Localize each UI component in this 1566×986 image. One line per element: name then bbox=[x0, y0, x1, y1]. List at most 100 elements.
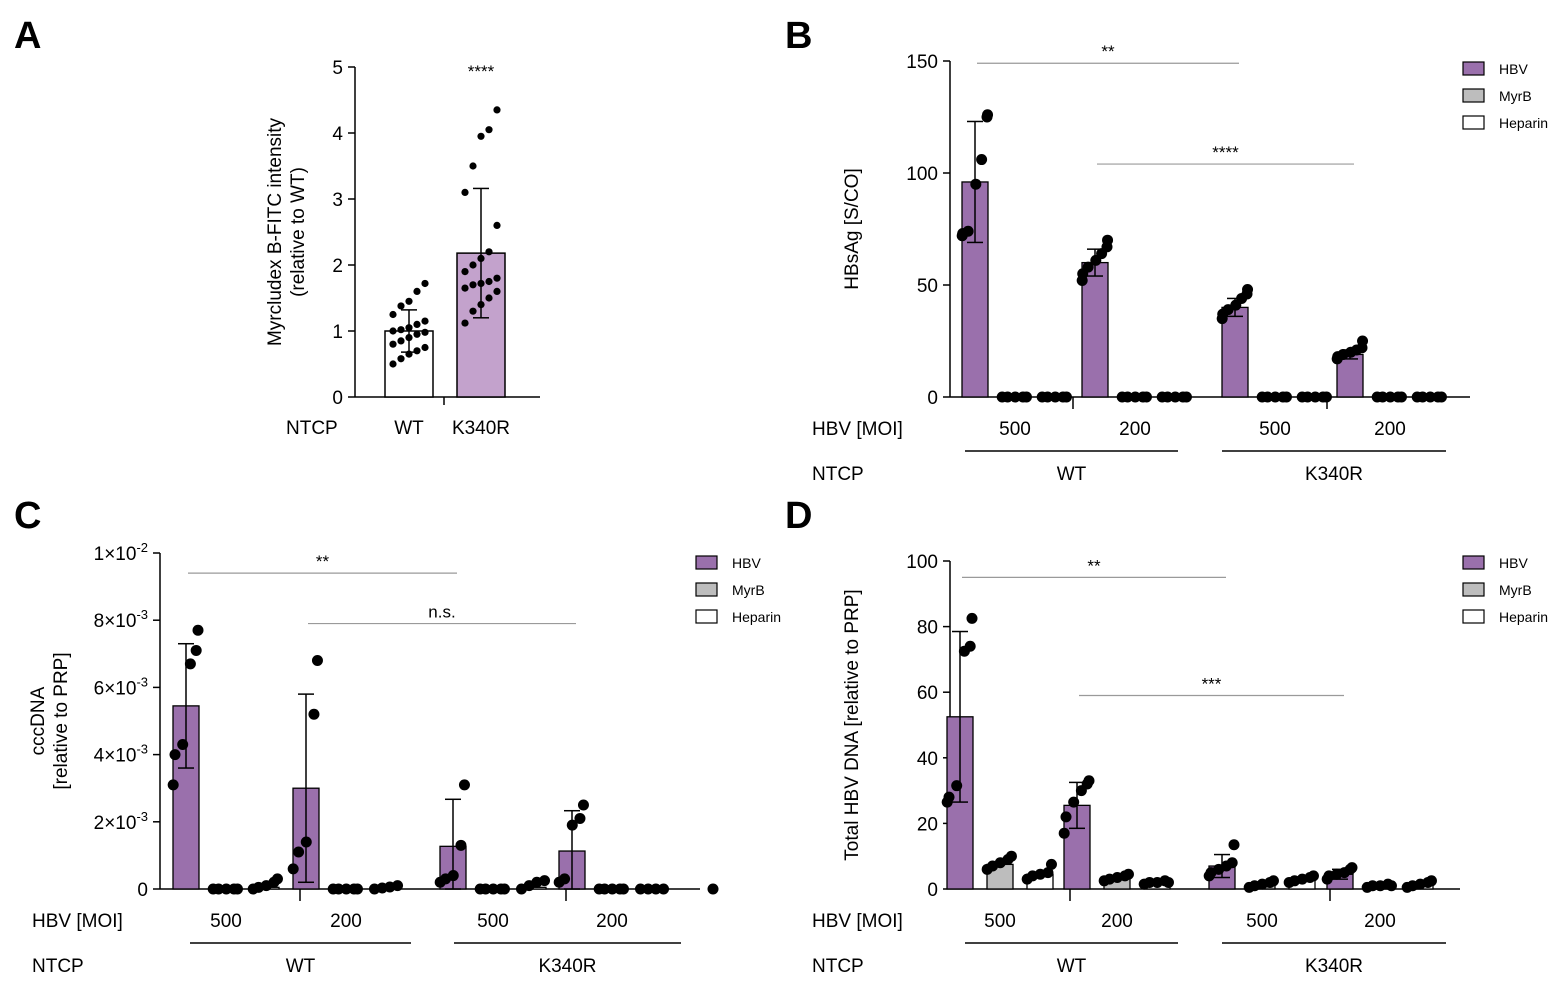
panel-d-point bbox=[1162, 876, 1174, 888]
panel-a-point bbox=[405, 350, 413, 358]
panel-letter-a: A bbox=[14, 15, 41, 57]
panel-c-y-tick-label: 6×10-3 bbox=[94, 674, 148, 699]
panel-d-y-tick-label: 40 bbox=[917, 749, 938, 770]
panel-a-point bbox=[397, 337, 405, 345]
panel-a-point bbox=[461, 284, 469, 292]
panel-letter-c: C bbox=[14, 495, 41, 537]
panel-c-point bbox=[498, 883, 510, 895]
panel-c-moi-row-label: HBV [MOI] bbox=[32, 911, 123, 932]
panel-d-moi-label: 500 bbox=[984, 911, 1016, 932]
panel-c-y-axis-title: cccDNA [relative to PRP] bbox=[28, 652, 72, 789]
panel-d-point bbox=[1367, 880, 1379, 892]
panel-b-point bbox=[1042, 391, 1054, 403]
panel-b-legend-swatch-hbv bbox=[1462, 61, 1485, 76]
panel-b-point bbox=[1060, 391, 1072, 403]
panel-a-point bbox=[485, 126, 493, 134]
panel-d-point bbox=[1425, 875, 1437, 887]
panel-c-point bbox=[177, 739, 189, 751]
panel-d-point bbox=[1083, 775, 1095, 787]
panel-c-ntcp-group-label: K340R bbox=[538, 956, 596, 977]
panel-b-point bbox=[1302, 391, 1314, 403]
panel-c-point bbox=[231, 883, 243, 895]
panel-c-point bbox=[617, 883, 629, 895]
panel-a-point bbox=[485, 294, 493, 302]
panel-c-moi-label: 500 bbox=[210, 911, 242, 932]
panel-d-point bbox=[1045, 858, 1057, 870]
panel-a-point bbox=[413, 320, 421, 328]
panel-b-moi-row-label: HBV [MOI] bbox=[812, 419, 903, 440]
panel-b-bar-hbv bbox=[1081, 261, 1109, 398]
panel-d-point bbox=[1346, 862, 1358, 874]
panel-c-point bbox=[539, 875, 551, 887]
panel-c-point bbox=[351, 883, 363, 895]
panel-d-y-axis-title: Total HBV DNA [relative to PRP] bbox=[842, 589, 863, 860]
panel-b-point bbox=[1320, 391, 1332, 403]
panel-b-point bbox=[1262, 391, 1274, 403]
panel-d-point bbox=[1228, 839, 1240, 851]
panel-d-point bbox=[1060, 811, 1072, 823]
panel-c: 0 2×10-3 4×10-3 6×10-3 8×10-3 1×10-2 cccDNA [re… bbox=[28, 540, 781, 977]
panel-c-point bbox=[606, 883, 618, 895]
panel-c-legend-label: Heparin bbox=[732, 609, 781, 625]
panel-d-legend-label: MyrB bbox=[1499, 582, 1532, 598]
panel-b-ntcp-row-label: NTCP bbox=[812, 464, 864, 485]
panel-d-significance-label: *** bbox=[1202, 674, 1222, 693]
panel-a-y-tick-label: 4 bbox=[332, 124, 343, 145]
panel-b-point bbox=[1357, 335, 1369, 347]
panel-c-point bbox=[287, 863, 299, 875]
panel-a-y-axis-title: Myrcludex B-FITC intensity (relative to W… bbox=[265, 117, 309, 346]
panel-d-significance-label: ** bbox=[1087, 556, 1101, 575]
panel-b-point bbox=[962, 225, 974, 237]
panel-d-ntcp-group-label: WT bbox=[1057, 956, 1087, 977]
panel-d-moi-label: 500 bbox=[1246, 911, 1278, 932]
panel-b-moi-label: 200 bbox=[1374, 419, 1406, 440]
panel-a-y-tick-label: 3 bbox=[332, 190, 343, 211]
panel-b-point bbox=[1384, 391, 1396, 403]
panel-d-moi-label: 200 bbox=[1101, 911, 1133, 932]
panel-a-point bbox=[397, 326, 405, 334]
panel-b-legend-swatch-heparin bbox=[1462, 115, 1485, 130]
panel-b-point bbox=[1280, 391, 1292, 403]
panel-b-point bbox=[1395, 391, 1407, 403]
panel-a-point bbox=[461, 319, 469, 327]
panel-a-point bbox=[469, 261, 477, 269]
panel-c-point bbox=[458, 779, 470, 791]
panel-d-point bbox=[1068, 796, 1080, 808]
panel-c-point bbox=[333, 883, 345, 895]
panel-a-y-tick-label: 1 bbox=[332, 322, 343, 343]
panel-b-point bbox=[1049, 391, 1061, 403]
panel-a-point bbox=[389, 327, 397, 335]
panel-c-legend-label: HBV bbox=[732, 555, 761, 571]
panel-a-point bbox=[421, 343, 429, 352]
panel-c-point bbox=[658, 883, 670, 895]
panel-a-point bbox=[461, 188, 469, 196]
panel-b-y-tick-label: 50 bbox=[917, 276, 938, 297]
panel-b-moi-label: 200 bbox=[1119, 419, 1151, 440]
panel-c-point bbox=[184, 658, 196, 670]
panel-d-point bbox=[1385, 880, 1397, 892]
panel-b-point bbox=[982, 109, 994, 121]
panel-d-ntcp-row-label: NTCP bbox=[812, 956, 864, 977]
panel-d-point bbox=[1267, 875, 1279, 887]
panel-b-y-tick-label: 150 bbox=[906, 52, 938, 73]
panel-c-point bbox=[300, 836, 312, 848]
panel-b-point bbox=[1269, 391, 1281, 403]
panel-d-point bbox=[1122, 868, 1134, 880]
panel-b-point bbox=[1002, 391, 1014, 403]
panel-b-moi-label: 500 bbox=[999, 419, 1031, 440]
panel-c-point bbox=[634, 883, 646, 895]
panel-a-point bbox=[413, 287, 421, 295]
panel-b-point bbox=[1122, 391, 1134, 403]
panel-b-point bbox=[1435, 391, 1447, 403]
panel-a: 0 1 2 3 4 5 Myrcludex B-FITC intensity (relativ… bbox=[265, 58, 540, 439]
panel-b-point bbox=[1020, 391, 1032, 403]
panel-b-point bbox=[976, 154, 988, 166]
panel-a-point bbox=[421, 328, 429, 336]
panel-d-moi-row-label: HBV [MOI] bbox=[812, 911, 903, 932]
panel-b-point bbox=[1140, 391, 1152, 403]
panel-d-point bbox=[1226, 857, 1238, 869]
panel-c-point bbox=[167, 779, 179, 791]
panel-b-point bbox=[1169, 391, 1181, 403]
panel-b-point bbox=[1309, 391, 1321, 403]
panel-d-point bbox=[943, 791, 955, 803]
